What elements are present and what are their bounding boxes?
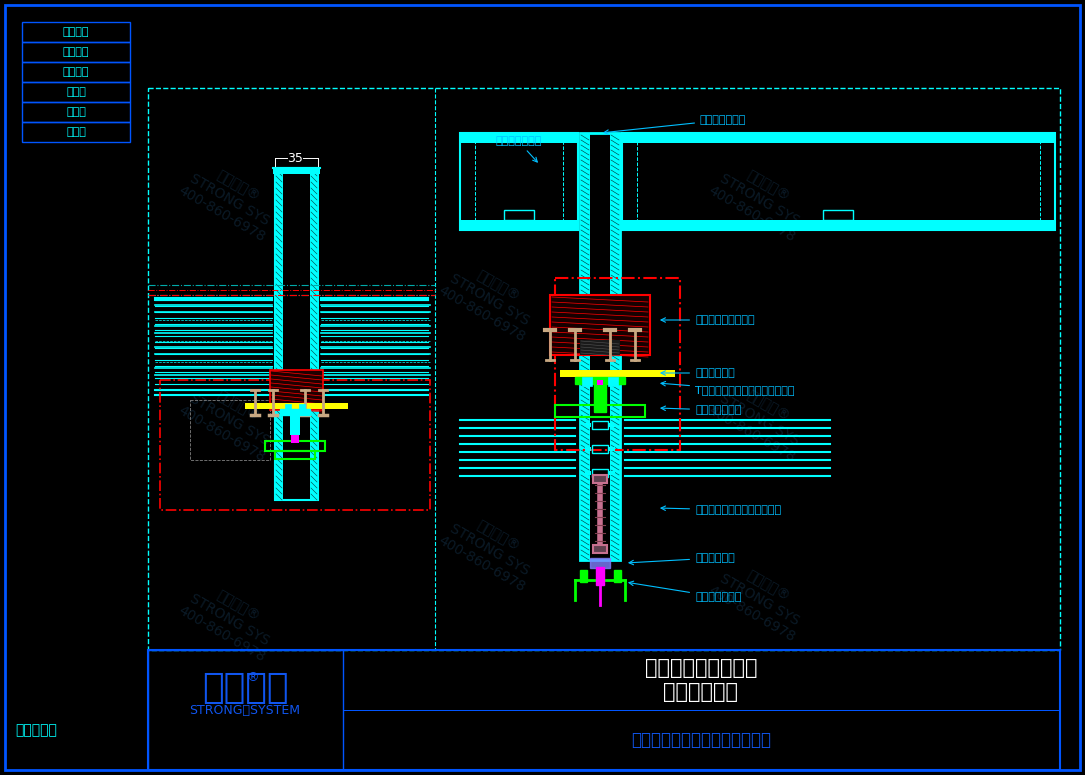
Bar — [280, 409, 310, 415]
Bar — [275, 168, 318, 500]
Bar — [556, 278, 680, 450]
Text: 西创金属科技（江苏）有限公司: 西创金属科技（江苏）有限公司 — [631, 731, 771, 749]
Bar — [575, 377, 625, 384]
Bar — [597, 380, 603, 385]
Bar — [593, 475, 607, 483]
Text: 专利产品！: 专利产品！ — [15, 723, 56, 737]
Text: 西创系统®
STRONG SYS
400-860-6978: 西创系统® STRONG SYS 400-860-6978 — [706, 375, 814, 464]
Bar — [299, 404, 305, 409]
Bar — [22, 102, 130, 122]
Bar — [556, 405, 644, 417]
Bar — [614, 570, 621, 582]
Bar — [585, 423, 591, 427]
Bar — [22, 42, 130, 62]
Text: 西创系统®
STRONG SYS
400-860-6978: 西创系统® STRONG SYS 400-860-6978 — [176, 375, 284, 464]
Bar — [637, 136, 1041, 227]
Bar — [22, 62, 130, 82]
Bar — [610, 133, 620, 560]
Bar — [310, 168, 318, 500]
Bar — [580, 340, 620, 355]
Bar — [608, 377, 618, 386]
Text: 西创系统®
STRONG SYS
400-860-6978: 西创系统® STRONG SYS 400-860-6978 — [436, 505, 544, 594]
Bar — [609, 471, 615, 475]
Text: 大跨度: 大跨度 — [66, 87, 86, 97]
Bar — [560, 370, 675, 377]
Text: 且型精制锢立柱: 且型精制锢立柱 — [604, 115, 746, 134]
Bar — [580, 570, 587, 582]
Bar — [590, 558, 610, 568]
Bar — [596, 567, 604, 585]
Bar — [148, 88, 1060, 650]
Text: 环保节能: 环保节能 — [63, 47, 89, 57]
Text: 超级防腑: 超级防腑 — [63, 67, 89, 77]
Text: 橡胶隔热垫皮: 橡胶隔热垫皮 — [661, 368, 735, 378]
Bar — [290, 415, 299, 435]
Bar — [592, 421, 608, 429]
Text: 大通透: 大通透 — [66, 107, 86, 117]
Bar — [245, 403, 348, 409]
Bar — [622, 220, 1055, 230]
Text: 橡胶隔热垫块: 橡胶隔热垫块 — [629, 553, 735, 565]
Bar — [148, 650, 343, 770]
Bar — [270, 370, 323, 410]
Text: 西创系统®
STRONG SYS
400-860-6978: 西创系统® STRONG SYS 400-860-6978 — [706, 556, 814, 645]
Text: 西创系统®
STRONG SYS
400-860-6978: 西创系统® STRONG SYS 400-860-6978 — [706, 156, 814, 245]
Text: 西创系统: 西创系统 — [202, 671, 289, 705]
Text: 西创系统®
STRONG SYS
400-860-6978: 西创系统® STRONG SYS 400-860-6978 — [176, 576, 284, 664]
Text: 更细细: 更细细 — [66, 127, 86, 137]
Bar — [460, 133, 578, 143]
Text: 35: 35 — [288, 151, 303, 164]
Text: STRONG｜SYSTEM: STRONG｜SYSTEM — [190, 704, 301, 717]
Bar — [575, 377, 625, 384]
Text: T型立柱、横梁连接件，玻璃托板: T型立柱、横梁连接件，玻璃托板 — [661, 381, 794, 395]
Bar — [592, 445, 608, 453]
Bar — [550, 295, 650, 355]
Bar — [285, 404, 291, 409]
Text: 西创系统®
STRONG SYS
400-860-6978: 西创系统® STRONG SYS 400-860-6978 — [436, 256, 544, 345]
Bar — [275, 451, 315, 459]
Bar — [22, 22, 130, 42]
Bar — [475, 136, 563, 227]
Bar — [343, 710, 1060, 711]
Text: 安全防火: 安全防火 — [63, 27, 89, 37]
Text: 且型精制锢垂明横隐
玻璃幕墙节点: 且型精制锢垂明横隐 玻璃幕墙节点 — [644, 659, 757, 701]
Bar — [592, 469, 608, 477]
Text: 西创系统®
STRONG SYS
400-860-6978: 西创系统® STRONG SYS 400-860-6978 — [176, 156, 284, 245]
Text: 不锈锂机制螺栀: 不锈锂机制螺栀 — [629, 581, 741, 602]
Bar — [585, 471, 591, 475]
Bar — [824, 210, 853, 220]
Bar — [622, 133, 1055, 230]
Bar — [280, 409, 310, 415]
Bar — [593, 545, 607, 553]
Bar — [190, 400, 270, 460]
Bar — [159, 380, 430, 510]
Bar — [593, 384, 607, 412]
Bar — [22, 82, 130, 102]
Bar — [609, 447, 615, 451]
Bar — [609, 423, 615, 427]
Bar — [580, 133, 620, 560]
Bar — [582, 377, 592, 386]
Text: ®: ® — [246, 671, 259, 684]
Bar — [275, 168, 283, 500]
Bar — [585, 447, 591, 451]
Text: 公母螺栀（专利、连续栀接）: 公母螺栀（专利、连续栀接） — [661, 505, 781, 515]
Bar — [273, 168, 320, 174]
Text: 且型精制锢横梁: 且型精制锢横梁 — [495, 136, 541, 162]
Bar — [291, 435, 299, 443]
Bar — [22, 122, 130, 142]
Bar — [460, 220, 578, 230]
Bar — [460, 133, 578, 230]
Bar — [265, 441, 326, 451]
Bar — [580, 133, 590, 560]
Text: 焼接横梁插芯连接件: 焼接横梁插芯连接件 — [661, 315, 755, 325]
Bar — [148, 650, 1060, 770]
Text: 铝合金型材端头: 铝合金型材端头 — [661, 405, 741, 415]
Bar — [622, 133, 1055, 143]
Bar — [505, 210, 534, 220]
